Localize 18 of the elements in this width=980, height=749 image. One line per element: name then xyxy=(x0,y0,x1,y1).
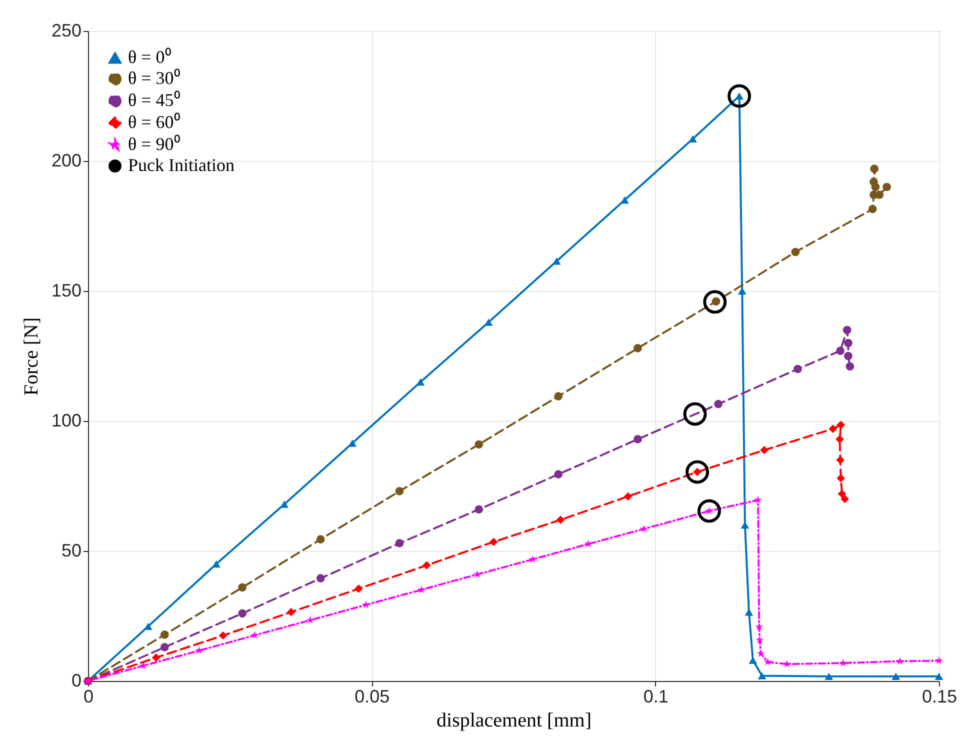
x-axis-title: displacement [mm] xyxy=(436,710,592,732)
x-tick-label: 0.1 xyxy=(643,686,668,706)
x-tick-label: 0 xyxy=(83,686,94,706)
y-tick-label: 250 xyxy=(51,20,82,40)
y-tick-label: 100 xyxy=(51,410,82,430)
legend-label: θ = 30⁰ xyxy=(128,68,180,88)
legend-label: θ = 90⁰ xyxy=(128,134,180,154)
legend-label: θ = 45⁰ xyxy=(128,90,180,110)
y-tick-label: 0 xyxy=(71,670,82,690)
x-tick-label: 0.05 xyxy=(354,686,390,706)
x-tick-label: 0.15 xyxy=(922,686,958,706)
legend-label: θ = 60⁰ xyxy=(128,112,180,132)
y-axis-title: Force [N] xyxy=(20,317,42,396)
y-tick-label: 150 xyxy=(51,280,82,300)
y-tick-label: 50 xyxy=(61,540,82,560)
y-tick-label: 200 xyxy=(51,150,82,170)
legend-label: θ = 0⁰ xyxy=(128,47,171,67)
legend-label: Puck Initiation xyxy=(128,155,234,175)
